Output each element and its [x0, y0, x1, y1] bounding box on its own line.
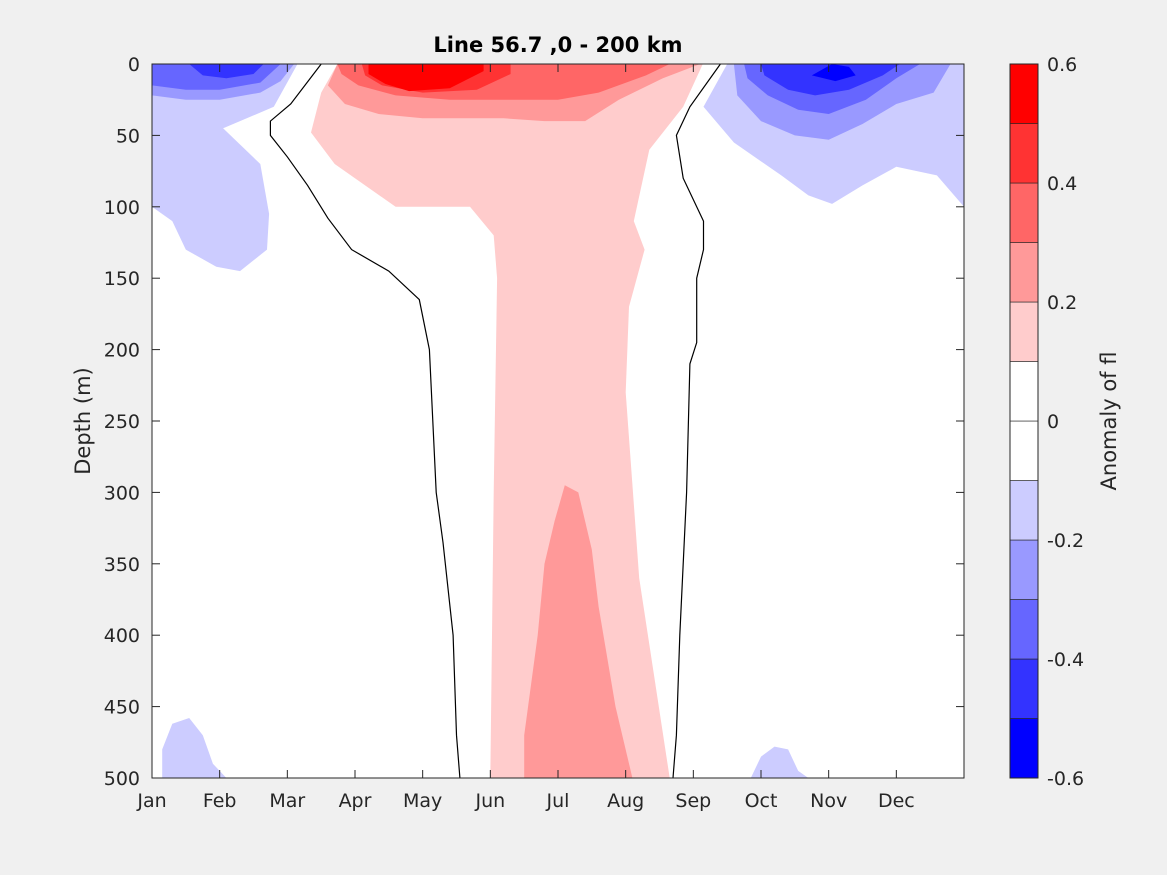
colorbar-cell: [1009, 123, 1039, 184]
zero-contour-line-1: [672, 63, 721, 779]
colorbar-cell: [1009, 480, 1039, 541]
x-tick-label: Jun: [474, 790, 505, 812]
plot-area: Jan Feb Mar Apr May Jun Jul Aug Sep Oct Nov Dec 0 50 1…: [104, 54, 965, 812]
x-tick-label: Apr: [339, 790, 372, 812]
y-tick-label: 300: [104, 482, 140, 504]
contour-region-pos-5: [368, 64, 484, 92]
colorbar-cell: [1009, 182, 1039, 243]
y-tick-label: 100: [104, 197, 140, 219]
y-tick-label: 0: [128, 54, 140, 76]
contour-region-neg-9: [189, 64, 264, 79]
contour-region-neg-6: [152, 64, 298, 272]
colorbar-cell: [1009, 420, 1039, 481]
x-tick-label: Feb: [203, 790, 237, 812]
colorbar-cell: [1009, 718, 1039, 779]
colorbar-tick-label: -0.6: [1047, 768, 1084, 790]
colorbar-tick-label: -0.4: [1047, 649, 1084, 671]
x-tick-label: Mar: [269, 790, 305, 812]
x-tick-label: Nov: [810, 790, 847, 812]
colorbar-cells: [1009, 63, 1039, 779]
x-tick-label: Dec: [878, 790, 915, 812]
colorbar-frame: [1009, 63, 1039, 779]
colorbar-label: Anomaly of fl: [1097, 352, 1121, 491]
x-tick-label: Aug: [607, 790, 644, 812]
chart-title: Line 56.7 ,0 - 200 km: [433, 33, 682, 57]
y-tick-label: 350: [104, 554, 140, 576]
contour-fills: [152, 64, 964, 778]
x-tick-label: Sep: [675, 790, 711, 812]
x-tick-label: May: [403, 790, 442, 812]
colorbar-cell: [1009, 539, 1039, 600]
colorbar-cell: [1009, 242, 1039, 303]
axis-ticks: Jan Feb Mar Apr May Jun Jul Aug Sep Oct Nov Dec 0 50 1…: [104, 54, 964, 812]
colorbar: -0.6 -0.4 -0.2 0 0.2 0.4 0.6: [1009, 54, 1084, 790]
colorbar-tick-label: 0.6: [1047, 54, 1077, 76]
y-tick-label: 400: [104, 625, 140, 647]
x-tick-label: Jul: [546, 790, 570, 812]
colorbar-tick-label: 0: [1047, 411, 1059, 433]
x-tick-label: Oct: [745, 790, 778, 812]
colorbar-cell: [1009, 63, 1039, 124]
colorbar-tick-label: 0.4: [1047, 173, 1077, 195]
y-tick-label: 50: [116, 125, 140, 147]
contour-region-neg-16: [750, 746, 809, 778]
y-tick-label: 250: [104, 411, 140, 433]
colorbar-cell: [1009, 599, 1039, 660]
colorbar-cell: [1009, 361, 1039, 422]
y-tick-label: 500: [104, 768, 140, 790]
contour-region-pos-0: [311, 64, 703, 778]
colorbar-ticks: -0.6 -0.4 -0.2 0 0.2 0.4 0.6: [1047, 54, 1084, 790]
y-tick-label: 450: [104, 697, 140, 719]
y-axis-label: Depth (m): [71, 367, 95, 474]
zero-contour-line-0: [269, 63, 461, 779]
x-tick-label: Jan: [136, 790, 166, 812]
y-tick-label: 150: [104, 268, 140, 290]
colorbar-cell: [1009, 301, 1039, 362]
y-tick-label: 200: [104, 340, 140, 362]
contour-region-neg-14: [811, 64, 856, 82]
zero-contour-lines: [269, 63, 721, 779]
colorbar-cell: [1009, 658, 1039, 719]
contour-region-pos-2: [524, 485, 633, 778]
contour-region-neg-15: [162, 718, 227, 778]
colorbar-tick-label: -0.2: [1047, 530, 1084, 552]
colorbar-tick-label: 0.2: [1047, 292, 1077, 314]
